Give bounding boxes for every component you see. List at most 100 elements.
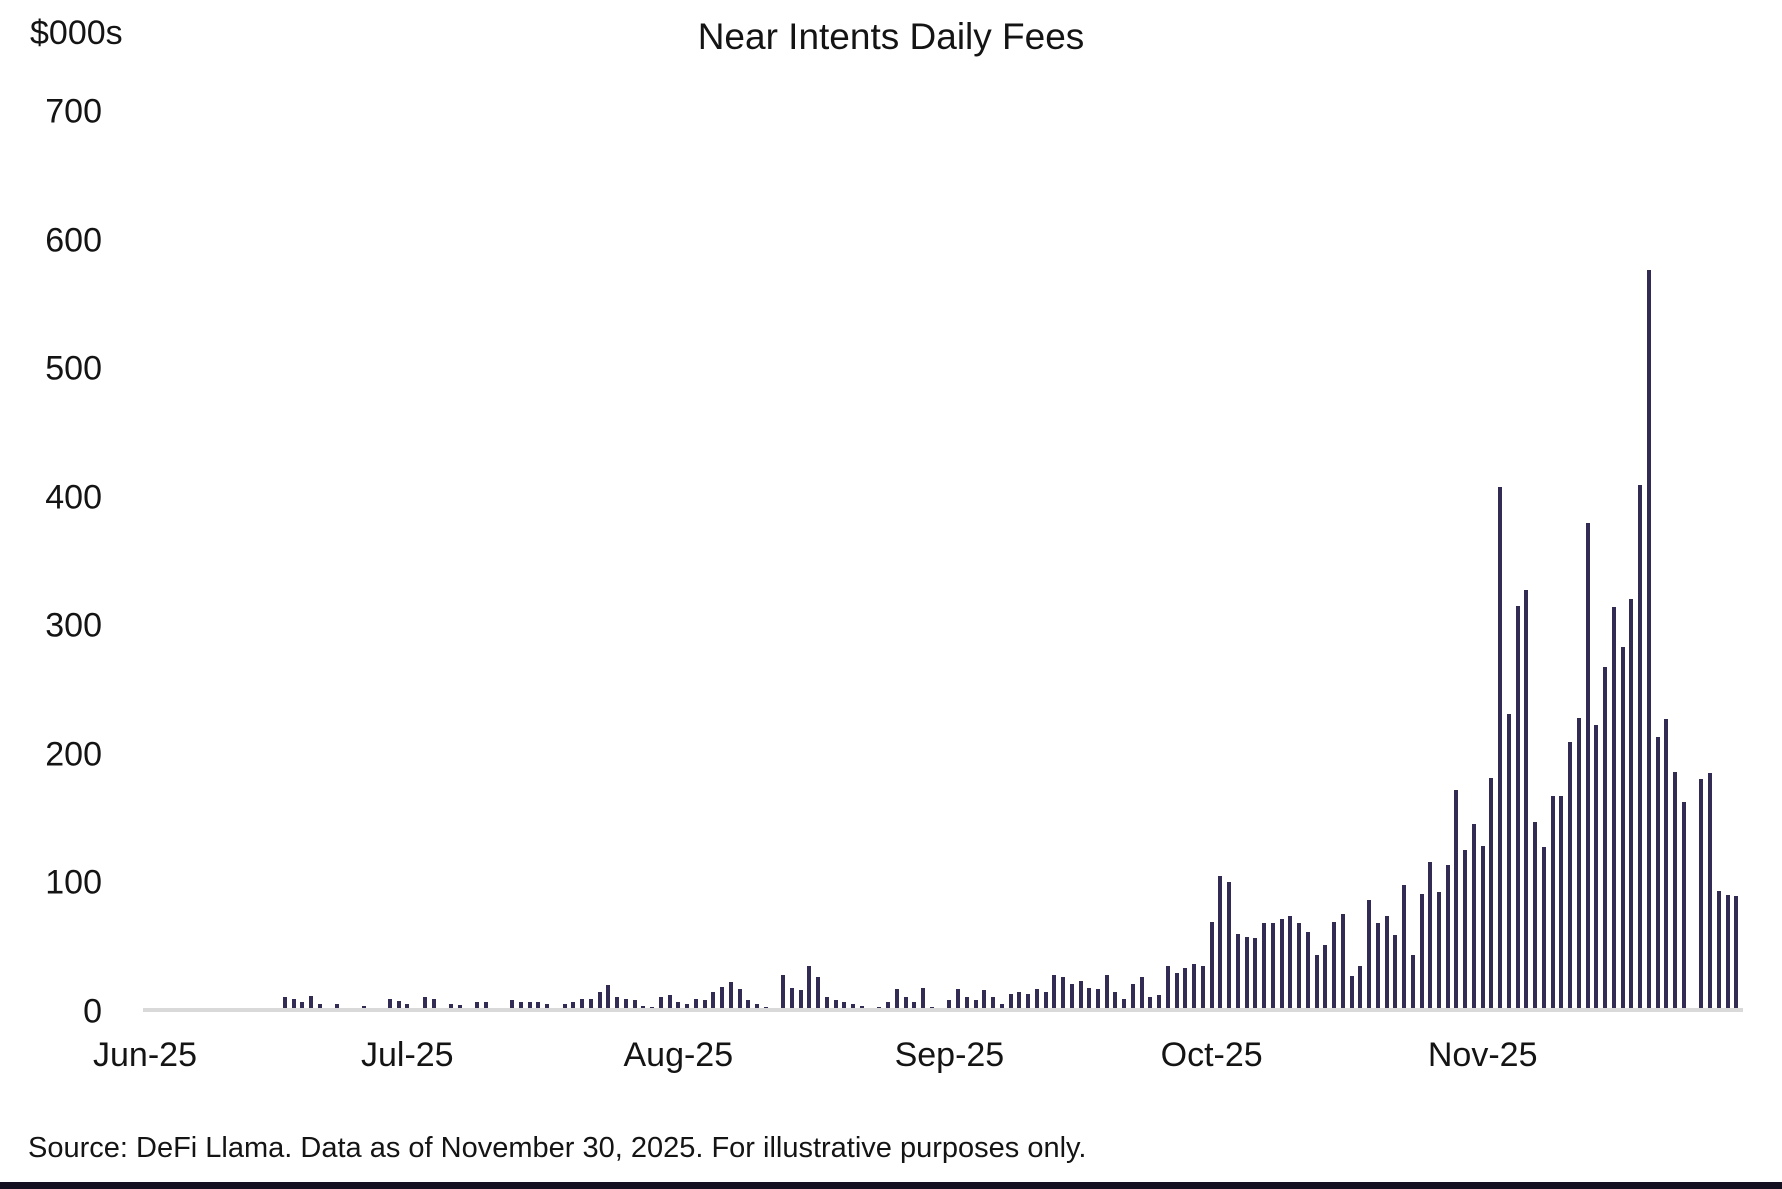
bar — [571, 1001, 576, 1012]
bar — [623, 998, 628, 1012]
bar — [1603, 667, 1608, 1012]
bar — [1358, 965, 1363, 1012]
bar — [903, 996, 908, 1012]
x-tick-label: Oct-25 — [1160, 1036, 1263, 1074]
bar — [1638, 484, 1643, 1012]
bar — [1087, 987, 1092, 1012]
bar — [711, 992, 716, 1012]
bar — [1620, 646, 1625, 1012]
bar — [1480, 846, 1485, 1012]
bar — [921, 987, 926, 1012]
bar — [1646, 270, 1651, 1012]
bar — [886, 1001, 891, 1012]
bar — [1708, 772, 1713, 1012]
bar — [1568, 742, 1573, 1012]
bar — [781, 975, 786, 1012]
bar — [1594, 725, 1599, 1012]
bar — [300, 1001, 305, 1012]
bar — [597, 992, 602, 1012]
y-tick-label: 700 — [45, 92, 102, 131]
bar — [405, 1003, 410, 1012]
bar — [1244, 937, 1249, 1012]
bar — [1585, 523, 1590, 1012]
bar — [1384, 915, 1389, 1012]
bar — [632, 1000, 637, 1012]
bar — [894, 988, 899, 1012]
bar — [1471, 824, 1476, 1012]
bar — [842, 1001, 847, 1012]
x-tick-label: Nov-25 — [1427, 1036, 1538, 1074]
x-tick-label: Sep-25 — [894, 1036, 1005, 1074]
bar — [737, 988, 742, 1012]
bar — [728, 981, 733, 1012]
bar — [1052, 975, 1057, 1012]
bar — [1611, 607, 1616, 1012]
bar — [1506, 713, 1511, 1012]
bar — [518, 1001, 523, 1012]
bar — [431, 998, 436, 1012]
bar — [1323, 945, 1328, 1012]
bar — [824, 996, 829, 1012]
chart-title: Near Intents Daily Fees — [697, 16, 1085, 57]
bar — [658, 997, 663, 1012]
bar — [1305, 932, 1310, 1012]
y-axis-unit-label: $000s — [30, 14, 123, 52]
bar — [309, 995, 314, 1012]
bar — [1218, 875, 1223, 1012]
bar — [1113, 992, 1118, 1012]
y-axis: 700 600 500 400 300 200 100 0 — [22, 93, 102, 1031]
bar — [1428, 861, 1433, 1012]
bar — [789, 987, 794, 1012]
bar — [1576, 717, 1581, 1012]
bar — [545, 1003, 550, 1012]
bar — [1340, 914, 1345, 1012]
bar — [536, 1001, 541, 1012]
bar — [1489, 778, 1494, 1012]
bar — [1463, 850, 1468, 1012]
bottom-accent-strip — [0, 1182, 1782, 1189]
x-tick-label: Jun-25 — [93, 1036, 197, 1074]
bar — [1410, 955, 1415, 1012]
bar — [1673, 771, 1678, 1012]
bar — [606, 985, 611, 1012]
bar — [1541, 847, 1546, 1012]
bar — [964, 996, 969, 1012]
bar — [387, 998, 392, 1012]
bar — [1725, 895, 1730, 1012]
bar — [580, 999, 585, 1012]
bar — [720, 986, 725, 1012]
bar — [527, 1002, 532, 1012]
y-tick-label: 500 — [45, 349, 102, 388]
bar — [693, 998, 698, 1012]
bar — [1130, 983, 1135, 1012]
bar — [1524, 590, 1529, 1012]
y-tick-label: 400 — [45, 478, 102, 517]
bar — [1183, 968, 1188, 1012]
bar — [667, 995, 672, 1012]
bar — [973, 1000, 978, 1012]
y-tick-label: 300 — [45, 606, 102, 645]
y-tick-label: 200 — [45, 735, 102, 774]
bar — [1026, 994, 1031, 1012]
bar — [798, 990, 803, 1012]
bar — [1227, 882, 1232, 1012]
x-axis: Jun-25 Jul-25 Aug-25 Sep-25 Oct-25 Nov-25 — [93, 1036, 1743, 1086]
bar — [999, 1003, 1004, 1012]
bar — [1122, 999, 1127, 1012]
bar — [1533, 821, 1538, 1012]
bar — [991, 996, 996, 1012]
bar — [291, 999, 296, 1012]
bar — [615, 996, 620, 1012]
bar — [1279, 919, 1284, 1012]
source-note: Source: DeFi Llama. Data as of November … — [28, 1132, 1087, 1164]
x-axis-baseline — [143, 1008, 1743, 1012]
bar — [851, 1003, 856, 1012]
bar — [1008, 994, 1013, 1012]
bar — [1419, 893, 1424, 1012]
bar — [746, 1000, 751, 1012]
bar — [956, 988, 961, 1012]
bar — [1192, 963, 1197, 1012]
y-tick-label: 600 — [45, 221, 102, 260]
bar — [1148, 996, 1153, 1012]
bar — [1498, 487, 1503, 1012]
